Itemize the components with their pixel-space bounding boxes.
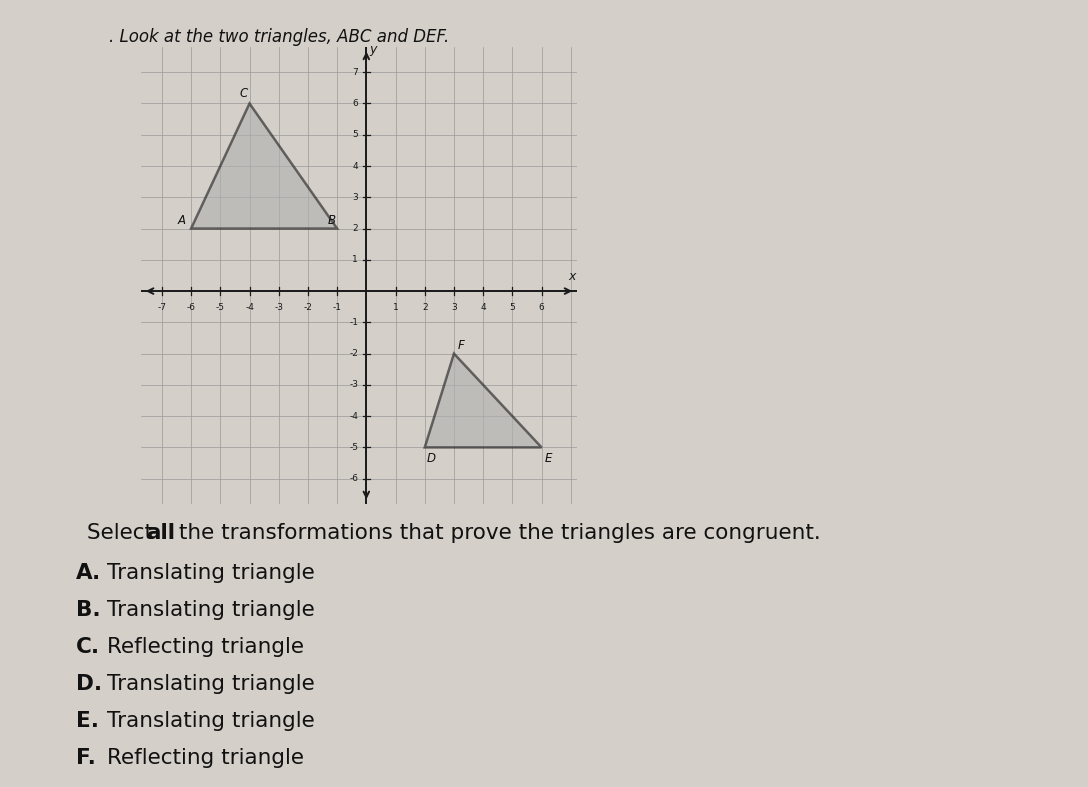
- Text: -3: -3: [349, 380, 358, 390]
- Text: 3: 3: [452, 303, 457, 312]
- Text: 5: 5: [353, 131, 358, 139]
- Text: -1: -1: [333, 303, 342, 312]
- Text: Reflecting triangle: Reflecting triangle: [107, 748, 310, 767]
- Text: 4: 4: [353, 161, 358, 171]
- Text: E.: E.: [76, 711, 99, 730]
- Text: -2: -2: [304, 303, 312, 312]
- Text: D.: D.: [76, 674, 102, 693]
- Text: y: y: [369, 43, 376, 57]
- Polygon shape: [424, 353, 542, 447]
- Text: 6: 6: [353, 99, 358, 108]
- Text: Translating triangle: Translating triangle: [107, 600, 321, 619]
- Text: x: x: [569, 270, 576, 283]
- Text: B: B: [327, 214, 336, 227]
- Text: C: C: [239, 87, 248, 100]
- Text: A: A: [177, 214, 185, 227]
- Text: -6: -6: [187, 303, 196, 312]
- Text: F.: F.: [76, 748, 96, 767]
- Text: -5: -5: [215, 303, 225, 312]
- Text: 4: 4: [481, 303, 486, 312]
- Text: -6: -6: [349, 475, 358, 483]
- Text: -2: -2: [349, 349, 358, 358]
- Text: -4: -4: [349, 412, 358, 420]
- Text: 7: 7: [353, 68, 358, 76]
- Text: all: all: [146, 523, 175, 543]
- Text: D: D: [426, 452, 435, 465]
- Text: -4: -4: [245, 303, 254, 312]
- Text: F: F: [457, 339, 465, 352]
- Text: C.: C.: [76, 637, 100, 656]
- Text: -7: -7: [158, 303, 166, 312]
- Text: Translating triangle: Translating triangle: [107, 563, 321, 582]
- Text: 1: 1: [393, 303, 398, 312]
- Text: Reflecting triangle: Reflecting triangle: [107, 637, 310, 656]
- Text: A.: A.: [76, 563, 101, 582]
- Polygon shape: [191, 104, 337, 228]
- Text: -1: -1: [349, 318, 358, 327]
- Text: . Look at the two triangles, ABC and DEF.: . Look at the two triangles, ABC and DEF…: [109, 28, 449, 46]
- Text: 6: 6: [539, 303, 544, 312]
- Text: 1: 1: [353, 255, 358, 264]
- Text: E: E: [544, 452, 552, 465]
- Text: 2: 2: [422, 303, 428, 312]
- Text: B.: B.: [76, 600, 101, 619]
- Text: Select: Select: [87, 523, 160, 543]
- Text: -5: -5: [349, 443, 358, 452]
- Text: the transformations that prove the triangles are congruent.: the transformations that prove the trian…: [172, 523, 820, 543]
- Text: 3: 3: [353, 193, 358, 201]
- Text: 2: 2: [353, 224, 358, 233]
- Text: Translating triangle: Translating triangle: [107, 674, 321, 693]
- Text: Translating triangle: Translating triangle: [107, 711, 321, 730]
- Text: -3: -3: [274, 303, 283, 312]
- Text: 5: 5: [509, 303, 516, 312]
